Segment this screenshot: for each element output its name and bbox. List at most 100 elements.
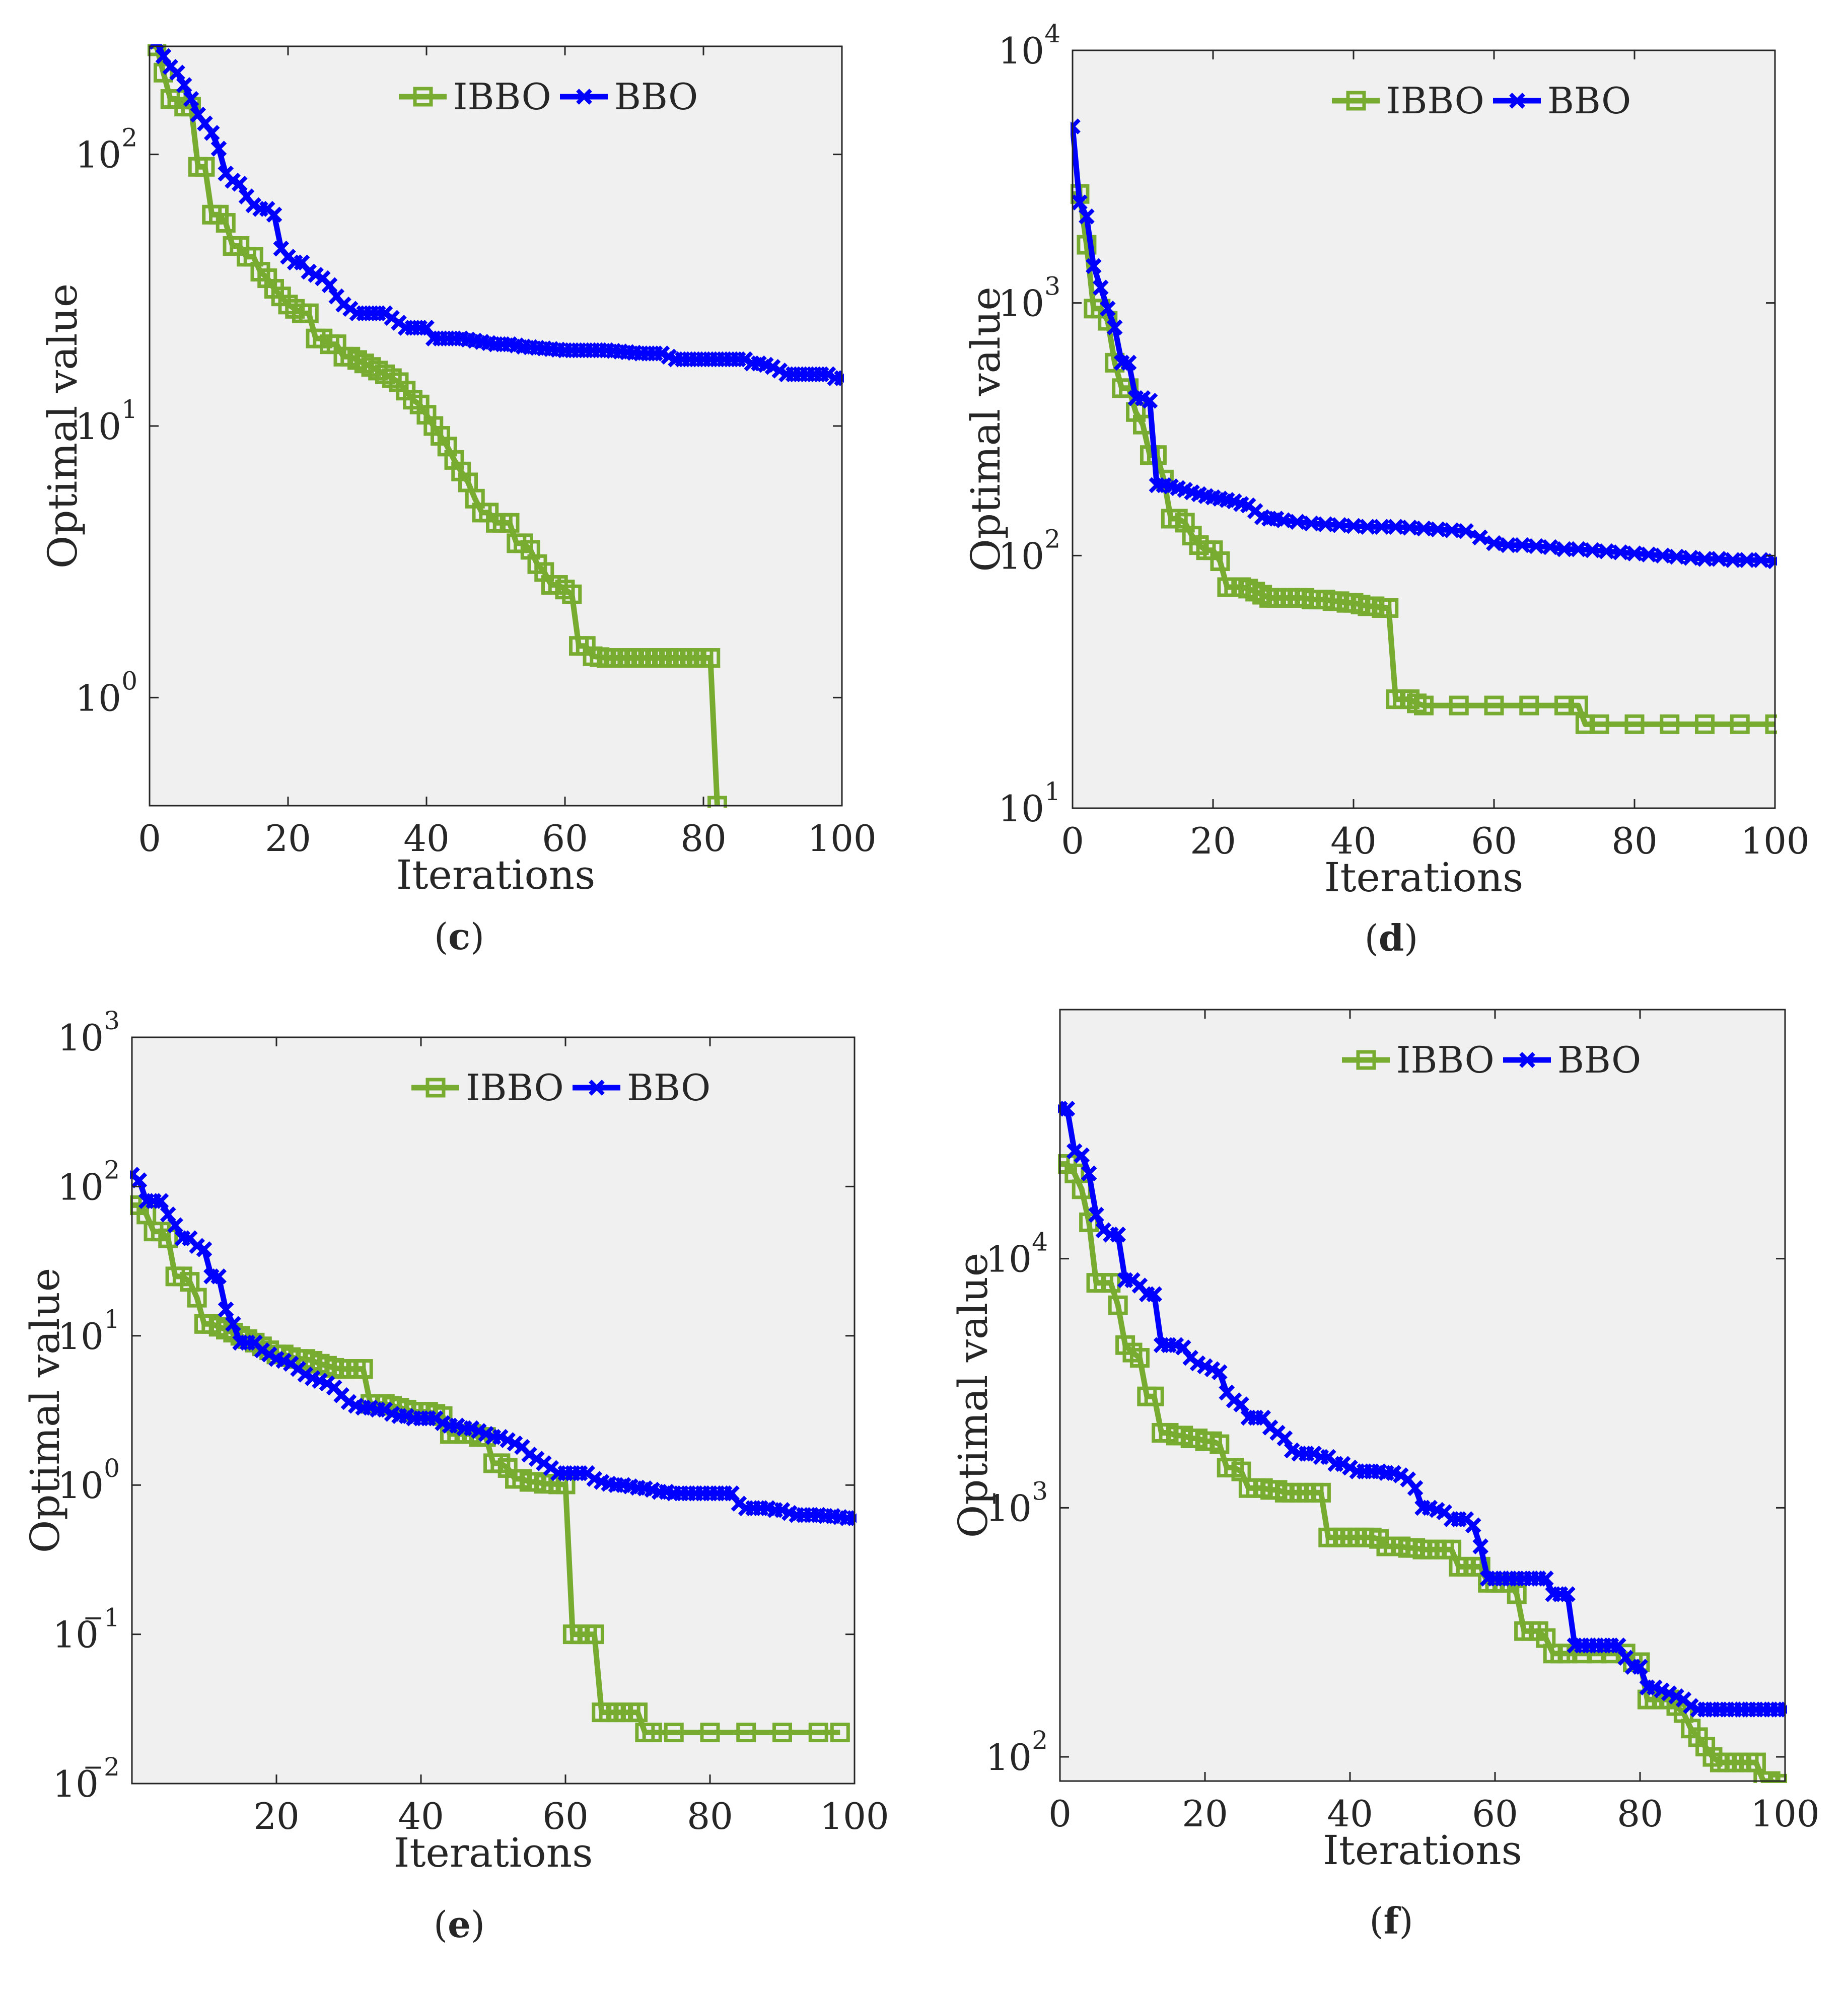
data-point	[210, 140, 227, 157]
caption-open-paren: (	[1365, 917, 1379, 959]
data-point	[231, 176, 248, 192]
series-ibbo	[148, 44, 727, 808]
data-point	[1507, 1584, 1527, 1604]
y-tick-exponent: 4	[1032, 1228, 1048, 1257]
data-point	[1695, 714, 1715, 734]
panel-caption: (f)	[1369, 1899, 1413, 1942]
data-point	[1430, 521, 1446, 538]
legend-swatch-marker	[1356, 1050, 1376, 1070]
y-tick-exponent: 0	[121, 666, 137, 695]
y-tick-exponent: 2	[121, 123, 137, 153]
data-point	[1311, 1482, 1331, 1503]
data-point	[500, 513, 520, 533]
legend-label-bbo: BBO	[614, 76, 698, 118]
legend-swatch-marker	[1509, 93, 1525, 109]
data-point	[1360, 519, 1376, 535]
data-point	[1079, 208, 1095, 225]
x-axis-label: Iterations	[396, 851, 596, 898]
y-tick-label: 10	[57, 1464, 104, 1507]
caption-letter: c	[448, 915, 470, 958]
data-point	[1486, 535, 1502, 551]
data-point	[1554, 695, 1574, 716]
data-point	[1537, 1571, 1554, 1587]
data-point	[1099, 301, 1116, 317]
x-tick-label: 40	[398, 1795, 444, 1837]
legend-swatch-marker	[576, 89, 592, 105]
data-point	[1088, 1206, 1104, 1223]
x-tick-label: 20	[265, 817, 311, 860]
legend-label-ibbo: IBBO	[1396, 1039, 1495, 1081]
y-tick-label: 10	[998, 30, 1044, 72]
data-point	[160, 1206, 176, 1223]
data-point	[1414, 695, 1434, 716]
legend-swatch-marker	[1519, 1052, 1535, 1068]
data-point	[1415, 520, 1432, 537]
data-point	[1559, 1586, 1576, 1602]
x-tick-label: 60	[1472, 1793, 1518, 1835]
data-point	[1696, 551, 1713, 567]
x-tick-label: 40	[1330, 820, 1377, 862]
y-tick-exponent: −2	[83, 1752, 120, 1782]
caption-close-paren: )	[471, 1903, 485, 1946]
y-axis-label: Optimal value	[22, 1268, 68, 1553]
legend-swatch-marker	[589, 1080, 605, 1096]
y-tick-exponent: −1	[83, 1603, 120, 1632]
legend-label-bbo: BBO	[1547, 80, 1631, 122]
data-point	[203, 125, 220, 141]
x-axis-label: Iterations	[1323, 1827, 1522, 1874]
data-point	[167, 1217, 183, 1234]
caption-open-paren: (	[434, 915, 448, 958]
data-point	[1210, 1434, 1230, 1454]
data-point	[1542, 539, 1558, 555]
data-point	[555, 1474, 576, 1495]
data-point	[1711, 551, 1727, 567]
data-point	[1589, 714, 1609, 734]
y-tick-exponent: 3	[104, 1006, 120, 1035]
y-tick-label: 10	[985, 1238, 1032, 1281]
data-point	[1739, 552, 1755, 569]
data-point	[1233, 1396, 1249, 1412]
panel-caption: (e)	[434, 1903, 485, 1946]
y-tick-label: 10	[75, 677, 121, 719]
data-point	[1401, 520, 1418, 536]
data-point	[1331, 517, 1347, 533]
x-tick-label: 60	[542, 1795, 589, 1837]
x-tick-label: 80	[680, 817, 727, 860]
x-tick-label: 40	[403, 817, 450, 860]
data-point	[1211, 1364, 1228, 1381]
data-point	[1753, 552, 1769, 569]
data-point	[299, 303, 319, 323]
data-point	[1144, 1386, 1164, 1406]
data-point	[1303, 515, 1320, 532]
y-tick-label: 10	[52, 1763, 99, 1805]
plot-area	[1073, 50, 1775, 808]
data-point	[772, 1723, 792, 1743]
data-point	[1668, 548, 1685, 565]
panel-caption: (d)	[1365, 916, 1418, 959]
data-point	[1624, 714, 1645, 734]
caption-open-paren: (	[1369, 1900, 1383, 1942]
data-point	[1373, 519, 1390, 535]
data-point	[153, 1193, 169, 1209]
data-point	[642, 1723, 662, 1743]
legend-swatch-marker	[413, 87, 433, 107]
data-point	[1556, 541, 1573, 557]
x-tick-label: 60	[1471, 820, 1517, 862]
y-tick-exponent: 2	[104, 1155, 120, 1184]
series-bbo	[148, 44, 844, 386]
legend: IBBO BBO	[1332, 80, 1631, 122]
plot-area	[150, 46, 842, 806]
data-point	[1500, 537, 1516, 553]
legend: IBBO BBO	[1342, 1039, 1641, 1081]
y-tick-exponent: 2	[1032, 1726, 1048, 1755]
data-point	[1598, 543, 1615, 559]
series-bbo	[130, 1167, 857, 1526]
x-tick-label: 20	[1190, 820, 1236, 862]
data-point	[1110, 1226, 1126, 1243]
caption-letter: f	[1384, 1899, 1401, 1942]
x-tick-label: 100	[820, 1795, 889, 1837]
axes-frame	[131, 1036, 856, 1785]
data-point	[418, 320, 435, 336]
data-point	[218, 1301, 234, 1318]
